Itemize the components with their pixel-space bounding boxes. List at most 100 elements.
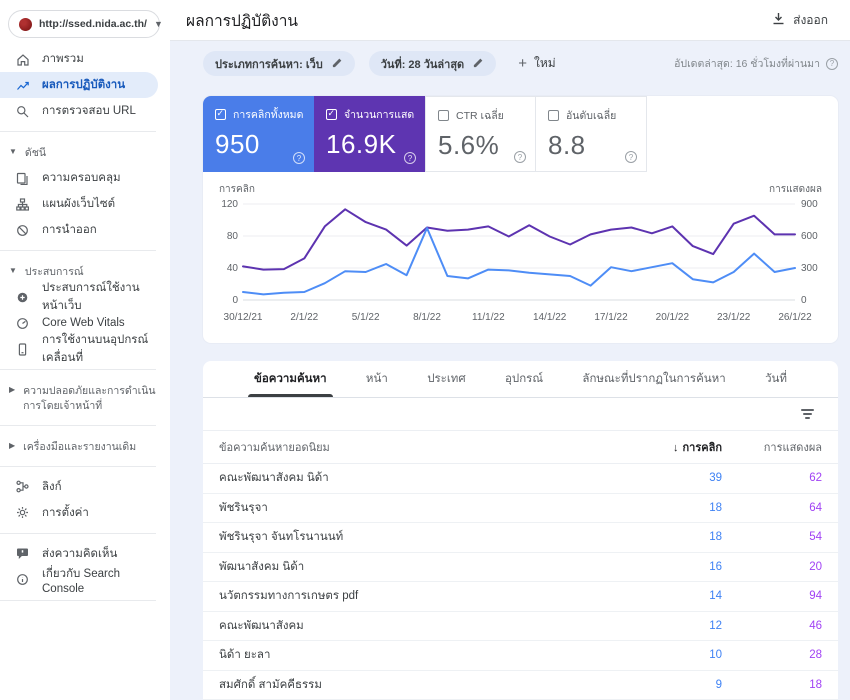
- total-clicks-tile[interactable]: การคลิกทั้งหมด 950 ?: [203, 96, 314, 172]
- metric-tiles: การคลิกทั้งหมด 950 ? จำนวนการแสดงผ... 16…: [203, 96, 838, 172]
- svg-text:2/1/22: 2/1/22: [290, 312, 318, 323]
- sidebar-item-label: การตรวจสอบ URL: [42, 105, 136, 117]
- help-icon[interactable]: ?: [514, 151, 526, 163]
- tab-3[interactable]: อุปกรณ์: [505, 373, 544, 385]
- removals-icon: [15, 223, 29, 237]
- export-button[interactable]: ส่งออก: [772, 11, 828, 30]
- page-title: ผลการปฏิบัติงาน: [186, 12, 299, 30]
- query-cell: คณะพัฒนาสังคม นิด้า: [219, 472, 329, 485]
- sidebar-section-legacy-tools[interactable]: ▶ เครื่องมือและรายงานเดิม: [0, 433, 170, 459]
- impressions-cell: 18: [809, 678, 822, 691]
- sidebar-item-overview[interactable]: ภาพรวม: [0, 46, 158, 72]
- impressions-cell: 46: [809, 619, 822, 632]
- average-ctr-value: 5.6%: [438, 130, 500, 160]
- checkbox-unchecked-icon[interactable]: [438, 110, 449, 121]
- info-icon: [15, 573, 29, 587]
- table-row[interactable]: พัฒนาสังคม นิด้า 16 20: [203, 553, 838, 582]
- sidebar-item-url-inspection[interactable]: การตรวจสอบ URL: [0, 98, 158, 124]
- tab-5[interactable]: วันที่: [765, 373, 787, 385]
- sidebar-item-label: แผนผังเว็บไซต์: [42, 198, 116, 211]
- query-column-header[interactable]: ข้อความค้นหายอดนิยม: [219, 442, 330, 454]
- content: ประเภทการค้นหา: เว็บ วันที่: 28 วันล่าสุ…: [170, 41, 850, 700]
- sidebar-item-page-experience[interactable]: ประสบการณ์ใช้งานหน้าเว็บ: [0, 282, 158, 312]
- svg-text:30/12/21: 30/12/21: [224, 312, 263, 323]
- last-updated-text: อัปเดตล่าสุด: 16 ชั่วโมงที่ผ่านมา: [674, 58, 820, 70]
- chevron-right-icon: ▶: [9, 385, 16, 395]
- help-icon[interactable]: ?: [625, 151, 637, 163]
- new-filter-button[interactable]: + ใหม่: [518, 54, 555, 73]
- clicks-cell: 14: [709, 590, 722, 603]
- feedback-icon: [15, 547, 29, 561]
- sidebar-item-label: การใช้งานบนอุปกรณ์เคลื่อนที่: [42, 334, 149, 365]
- clicks-cell: 16: [709, 560, 722, 573]
- sort-desc-icon: ↓: [672, 442, 679, 454]
- tab-4[interactable]: ลักษณะที่ปรากฏในการค้นหา: [582, 373, 726, 385]
- average-position-label: อันดับเฉลี่ย: [566, 110, 617, 122]
- sidebar-item-removals[interactable]: การนำออก: [0, 217, 158, 243]
- table-row[interactable]: คณะพัฒนาสังคม 12 46: [203, 612, 838, 641]
- table-row[interactable]: พัชรินรุจา 18 64: [203, 494, 838, 523]
- date-range-chip[interactable]: วันที่: 28 วันล่าสุด: [368, 51, 497, 76]
- sidebar-item-label: ความครอบคลุม: [42, 172, 121, 185]
- average-position-tile[interactable]: อันดับเฉลี่ย 8.8 ?: [536, 96, 647, 172]
- sidebar-item-feedback[interactable]: ส่งความคิดเห็น: [0, 541, 158, 567]
- sidebar-item-links[interactable]: ลิงก์: [0, 474, 158, 500]
- clicks-column-header[interactable]: ↓ การคลิก: [672, 442, 722, 454]
- property-selector[interactable]: http://ssed.nida.ac.th/ ▼: [8, 10, 163, 38]
- query-cell: สมศักดิ์ สามัคคีธรรม: [219, 678, 322, 691]
- sidebar-item-coverage[interactable]: ความครอบคลุม: [0, 165, 158, 191]
- table-row[interactable]: สมศักดิ์ สามัคคีธรรม 9 18: [203, 671, 838, 700]
- svg-text:11/1/22: 11/1/22: [472, 312, 505, 323]
- help-icon[interactable]: ?: [293, 152, 305, 164]
- table-row[interactable]: พัชรินรุจา จันทโรนานนท์ 18 54: [203, 523, 838, 553]
- help-icon[interactable]: ?: [826, 57, 838, 70]
- tab-1[interactable]: หน้า: [365, 373, 388, 385]
- clicks-cell: 18: [709, 531, 722, 544]
- pencil-icon: [332, 57, 343, 71]
- impressions-cell: 62: [809, 472, 822, 485]
- sidebar-item-label: ส่งความคิดเห็น: [42, 547, 118, 560]
- clicks-cell: 9: [715, 678, 722, 691]
- total-impressions-tile[interactable]: จำนวนการแสดงผ... 16.9K ?: [314, 96, 425, 172]
- checkbox-checked-icon[interactable]: [326, 108, 337, 120]
- sidebar-item-settings[interactable]: การตั้งค่า: [0, 500, 158, 526]
- property-icon: [19, 17, 32, 31]
- export-label: ส่งออก: [793, 12, 828, 27]
- sidebar-item-performance[interactable]: ผลการปฏิบัติงาน: [0, 72, 158, 98]
- sidebar-divider: [0, 250, 156, 252]
- svg-text:120: 120: [221, 199, 238, 210]
- sidebar-item-label: การนำออก: [42, 224, 97, 237]
- impressions-column-header[interactable]: การแสดงผล: [763, 442, 822, 454]
- checkbox-checked-icon[interactable]: [215, 108, 226, 120]
- svg-text:40: 40: [227, 263, 239, 274]
- average-ctr-tile[interactable]: CTR เฉลี่ย 5.6% ?: [425, 96, 536, 172]
- help-icon[interactable]: ?: [404, 152, 416, 164]
- sidebar-item-label: ผลการปฏิบัติงาน: [42, 79, 126, 91]
- filter-icon[interactable]: [797, 405, 818, 423]
- tab-0[interactable]: ข้อความค้นหา: [248, 361, 333, 397]
- clicks-cell: 18: [709, 501, 722, 514]
- table-row[interactable]: คณะพัฒนาสังคม นิด้า 39 62: [203, 464, 838, 494]
- sidebar-section-experience[interactable]: ▼ ประสบการณ์: [0, 258, 170, 284]
- tab-2[interactable]: ประเทศ: [427, 373, 466, 385]
- sidebar-item-core-web-vitals[interactable]: Core Web Vitals: [0, 310, 158, 336]
- search-type-chip[interactable]: ประเภทการค้นหา: เว็บ: [203, 51, 355, 76]
- svg-text:การคลิก: การคลิก: [219, 184, 255, 195]
- sidebar-section-security-manual-actions[interactable]: ▶ ความปลอดภัยและการดำเนินการโดยเจ้าหน้าที…: [0, 377, 170, 417]
- sidebar-item-sitemaps[interactable]: แผนผังเว็บไซต์: [0, 191, 158, 217]
- query-cell: พัชรินรุจา: [219, 501, 268, 514]
- sidebar-section-index[interactable]: ▼ ดัชนี: [0, 139, 170, 165]
- search-type-chip-label: ประเภทการค้นหา: เว็บ: [215, 58, 323, 71]
- table-body: คณะพัฒนาสังคม นิด้า 39 62 พัชรินรุจา 18 64 พัช…: [203, 464, 838, 700]
- search-icon: [15, 104, 29, 118]
- table-row[interactable]: นิด้า ยะลา 10 28: [203, 641, 838, 671]
- query-cell: นิด้า ยะลา: [219, 649, 271, 662]
- sidebar-item-mobile-usability[interactable]: การใช้งานบนอุปกรณ์เคลื่อนที่: [0, 334, 158, 364]
- impressions-cell: 54: [809, 531, 822, 544]
- table-row[interactable]: นวัตกรรมทางการเกษตร pdf 14 94: [203, 582, 838, 612]
- checkbox-unchecked-icon[interactable]: [548, 110, 559, 121]
- line-chart: การคลิก การแสดงผล 0 0 40 300 80 600 120 900 30/12/…: [203, 172, 838, 337]
- svg-text:900: 900: [801, 199, 818, 210]
- sidebar-item-about[interactable]: เกี่ยวกับ Search Console: [0, 567, 158, 595]
